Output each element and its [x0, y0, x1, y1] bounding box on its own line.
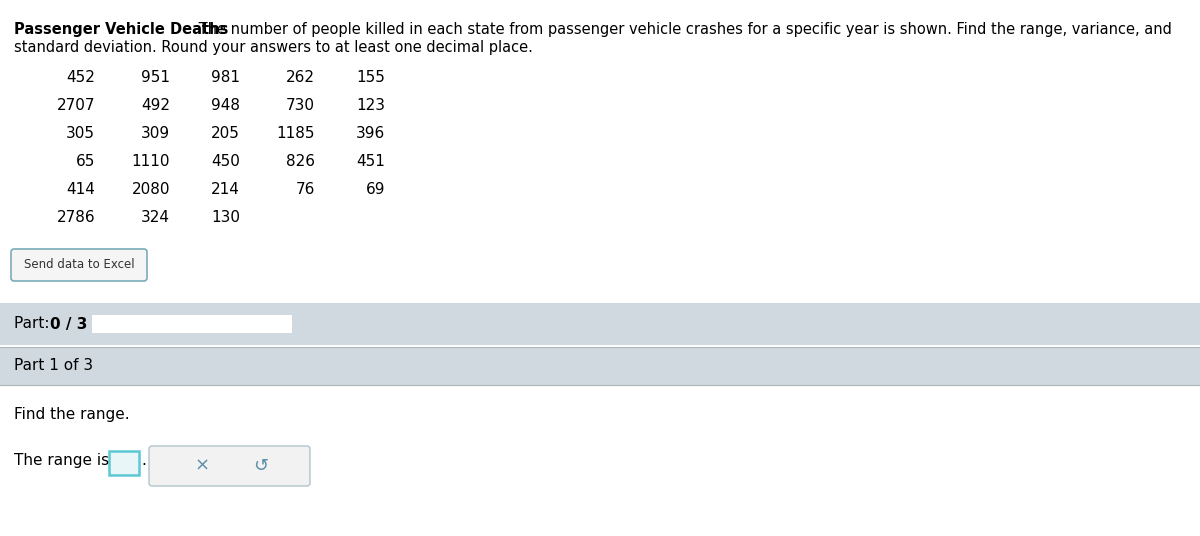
Text: ×: ×: [194, 457, 209, 475]
Text: 1110: 1110: [132, 154, 170, 169]
Text: 262: 262: [286, 70, 314, 85]
Text: 309: 309: [140, 126, 170, 141]
FancyBboxPatch shape: [149, 446, 310, 486]
Text: 451: 451: [356, 154, 385, 169]
Text: Part:: Part:: [14, 316, 54, 331]
Text: 130: 130: [211, 210, 240, 225]
FancyBboxPatch shape: [109, 451, 139, 475]
Text: Part 1 of 3: Part 1 of 3: [14, 359, 94, 374]
Text: 981: 981: [211, 70, 240, 85]
Text: 155: 155: [356, 70, 385, 85]
Text: Find the range.: Find the range.: [14, 407, 130, 422]
Text: 1185: 1185: [276, 126, 314, 141]
Text: 76: 76: [295, 182, 314, 197]
Text: 0 / 3: 0 / 3: [50, 316, 88, 331]
Text: The number of people killed in each state from passenger vehicle crashes for a s: The number of people killed in each stat…: [194, 22, 1172, 37]
Text: 2080: 2080: [132, 182, 170, 197]
Text: 214: 214: [211, 182, 240, 197]
Text: .: .: [142, 453, 146, 468]
Text: Send data to Excel: Send data to Excel: [24, 258, 134, 272]
Text: 826: 826: [286, 154, 314, 169]
Text: 396: 396: [355, 126, 385, 141]
Text: 2786: 2786: [56, 210, 95, 225]
Text: 948: 948: [211, 98, 240, 113]
Bar: [0, 347, 1200, 385]
Text: 450: 450: [211, 154, 240, 169]
Text: 205: 205: [211, 126, 240, 141]
Text: 951: 951: [142, 70, 170, 85]
Text: 452: 452: [66, 70, 95, 85]
Text: 2707: 2707: [56, 98, 95, 113]
Text: ↺: ↺: [253, 457, 268, 475]
FancyBboxPatch shape: [11, 249, 148, 281]
Bar: [92, 315, 292, 333]
Text: 123: 123: [356, 98, 385, 113]
Text: 305: 305: [66, 126, 95, 141]
Text: 324: 324: [142, 210, 170, 225]
Bar: [0, 303, 1200, 345]
Text: 414: 414: [66, 182, 95, 197]
Text: 730: 730: [286, 98, 314, 113]
Text: Passenger Vehicle Deaths: Passenger Vehicle Deaths: [14, 22, 228, 37]
Text: 492: 492: [142, 98, 170, 113]
Text: standard deviation. Round your answers to at least one decimal place.: standard deviation. Round your answers t…: [14, 40, 533, 55]
Text: 69: 69: [366, 182, 385, 197]
Text: The range is: The range is: [14, 453, 109, 468]
Text: 65: 65: [76, 154, 95, 169]
Bar: [0, 385, 1200, 536]
